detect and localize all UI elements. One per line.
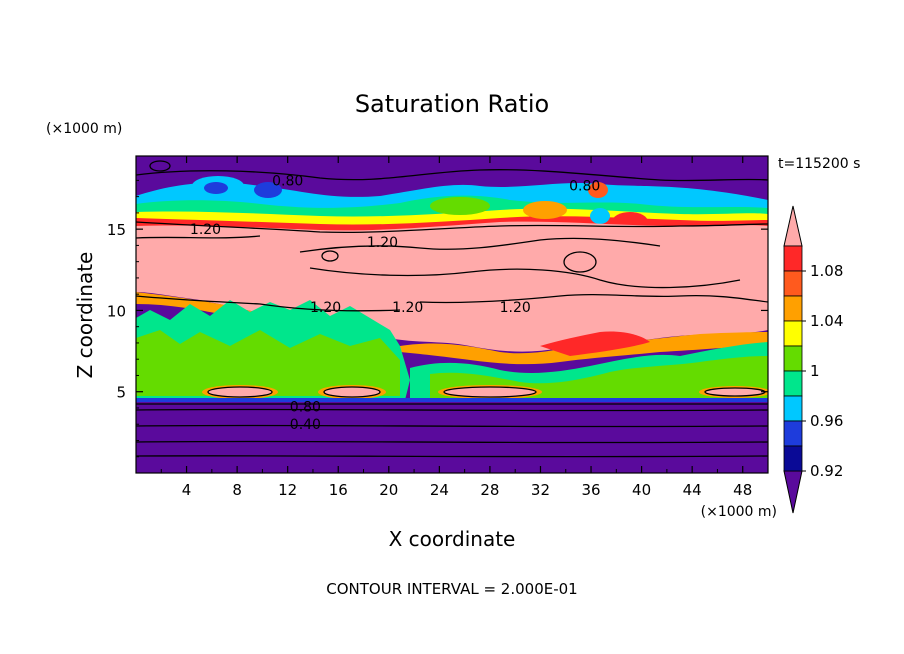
x-tick-label: 24 <box>430 481 449 499</box>
colorbar-swatch <box>783 420 803 447</box>
x-tick-label: 12 <box>278 481 297 499</box>
colorbar-swatch <box>783 320 803 347</box>
colorbar-swatch <box>783 270 803 297</box>
lens-1 <box>208 387 272 397</box>
colorbar-swatch <box>783 370 803 397</box>
blue-strip <box>136 398 768 402</box>
blob-upper-2 <box>254 182 282 198</box>
colorbar-label: 0.92 <box>810 462 843 480</box>
y-axis-ticks: 5 10 15 <box>107 179 768 458</box>
fringe-red <box>540 331 650 356</box>
colorbar-label: 1.04 <box>810 312 843 330</box>
x-axis-title: X coordinate <box>389 527 516 551</box>
contour-label: 0.80 <box>290 399 321 415</box>
blob-upper-3 <box>430 197 490 215</box>
colorbar-swatch <box>783 245 803 272</box>
contour-label: 0.80 <box>569 178 600 194</box>
contour-label: 1.20 <box>310 300 341 316</box>
plot-frame <box>135 155 769 474</box>
contour-label: 1.20 <box>190 222 221 238</box>
colorbar-swatch <box>783 395 803 422</box>
blob-upper-4 <box>523 201 567 219</box>
pink-region <box>136 221 768 352</box>
lens-4 <box>705 388 765 396</box>
colorbar-bottom-arrow <box>783 470 803 514</box>
contour-lines <box>136 160 768 458</box>
x-tick-label: 36 <box>581 481 600 499</box>
colorbar-swatch <box>783 445 803 472</box>
blob-upper-7 <box>590 208 610 224</box>
time-label: t=115200 s <box>778 156 860 172</box>
contour-label: 0.40 <box>290 417 321 433</box>
green-cloud-left-light <box>136 330 400 396</box>
x-tick-label: 32 <box>531 481 550 499</box>
lens-3 <box>444 387 536 397</box>
colorbar-top-arrow <box>783 205 803 247</box>
colorbar-label: 1.08 <box>810 262 843 280</box>
x-tick-label: 44 <box>683 481 702 499</box>
colorbar-swatch <box>783 295 803 322</box>
contour-label: 1.20 <box>367 235 398 251</box>
contour-label: 1.20 <box>500 300 531 316</box>
x-tick-label: 28 <box>480 481 499 499</box>
colorbar-swatch <box>783 345 803 372</box>
colorbar-label: 0.96 <box>810 412 843 430</box>
lens-2 <box>324 387 380 397</box>
x-tick-label: 4 <box>182 481 192 499</box>
x-tick-label: 48 <box>733 481 752 499</box>
contour-labels: 0.80 0.80 1.20 1.20 1.20 1.20 1.20 0.80 0.40 <box>190 173 600 433</box>
x-tick-label: 40 <box>632 481 651 499</box>
blob-upper-5 <box>588 182 608 198</box>
contour-label: 0.80 <box>272 173 303 189</box>
y-unit-label: (×1000 m) <box>46 121 122 137</box>
x-tick-label: 8 <box>232 481 242 499</box>
x-tick-label: 16 <box>329 481 348 499</box>
y-tick-label: 15 <box>107 221 126 239</box>
chart-title: Saturation Ratio <box>355 90 549 118</box>
x-unit-label: (×1000 m) <box>701 504 777 520</box>
blob-upper-1-core <box>204 182 228 194</box>
contour-interval-label: CONTOUR INTERVAL = 2.000E-01 <box>326 580 577 598</box>
colorbar: 1.08 1.04 1 0.96 0.92 <box>783 205 843 514</box>
y-axis-title: Z coordinate <box>73 252 97 379</box>
y-tick-label: 5 <box>116 384 126 402</box>
x-axis-ticks: 4 8 12 16 20 24 28 32 36 40 44 48 <box>160 156 752 499</box>
contour-label: 1.20 <box>392 300 423 316</box>
x-tick-label: 20 <box>379 481 398 499</box>
contour-field <box>136 156 768 473</box>
y-tick-label: 10 <box>107 302 126 320</box>
colorbar-label: 1 <box>810 362 820 380</box>
